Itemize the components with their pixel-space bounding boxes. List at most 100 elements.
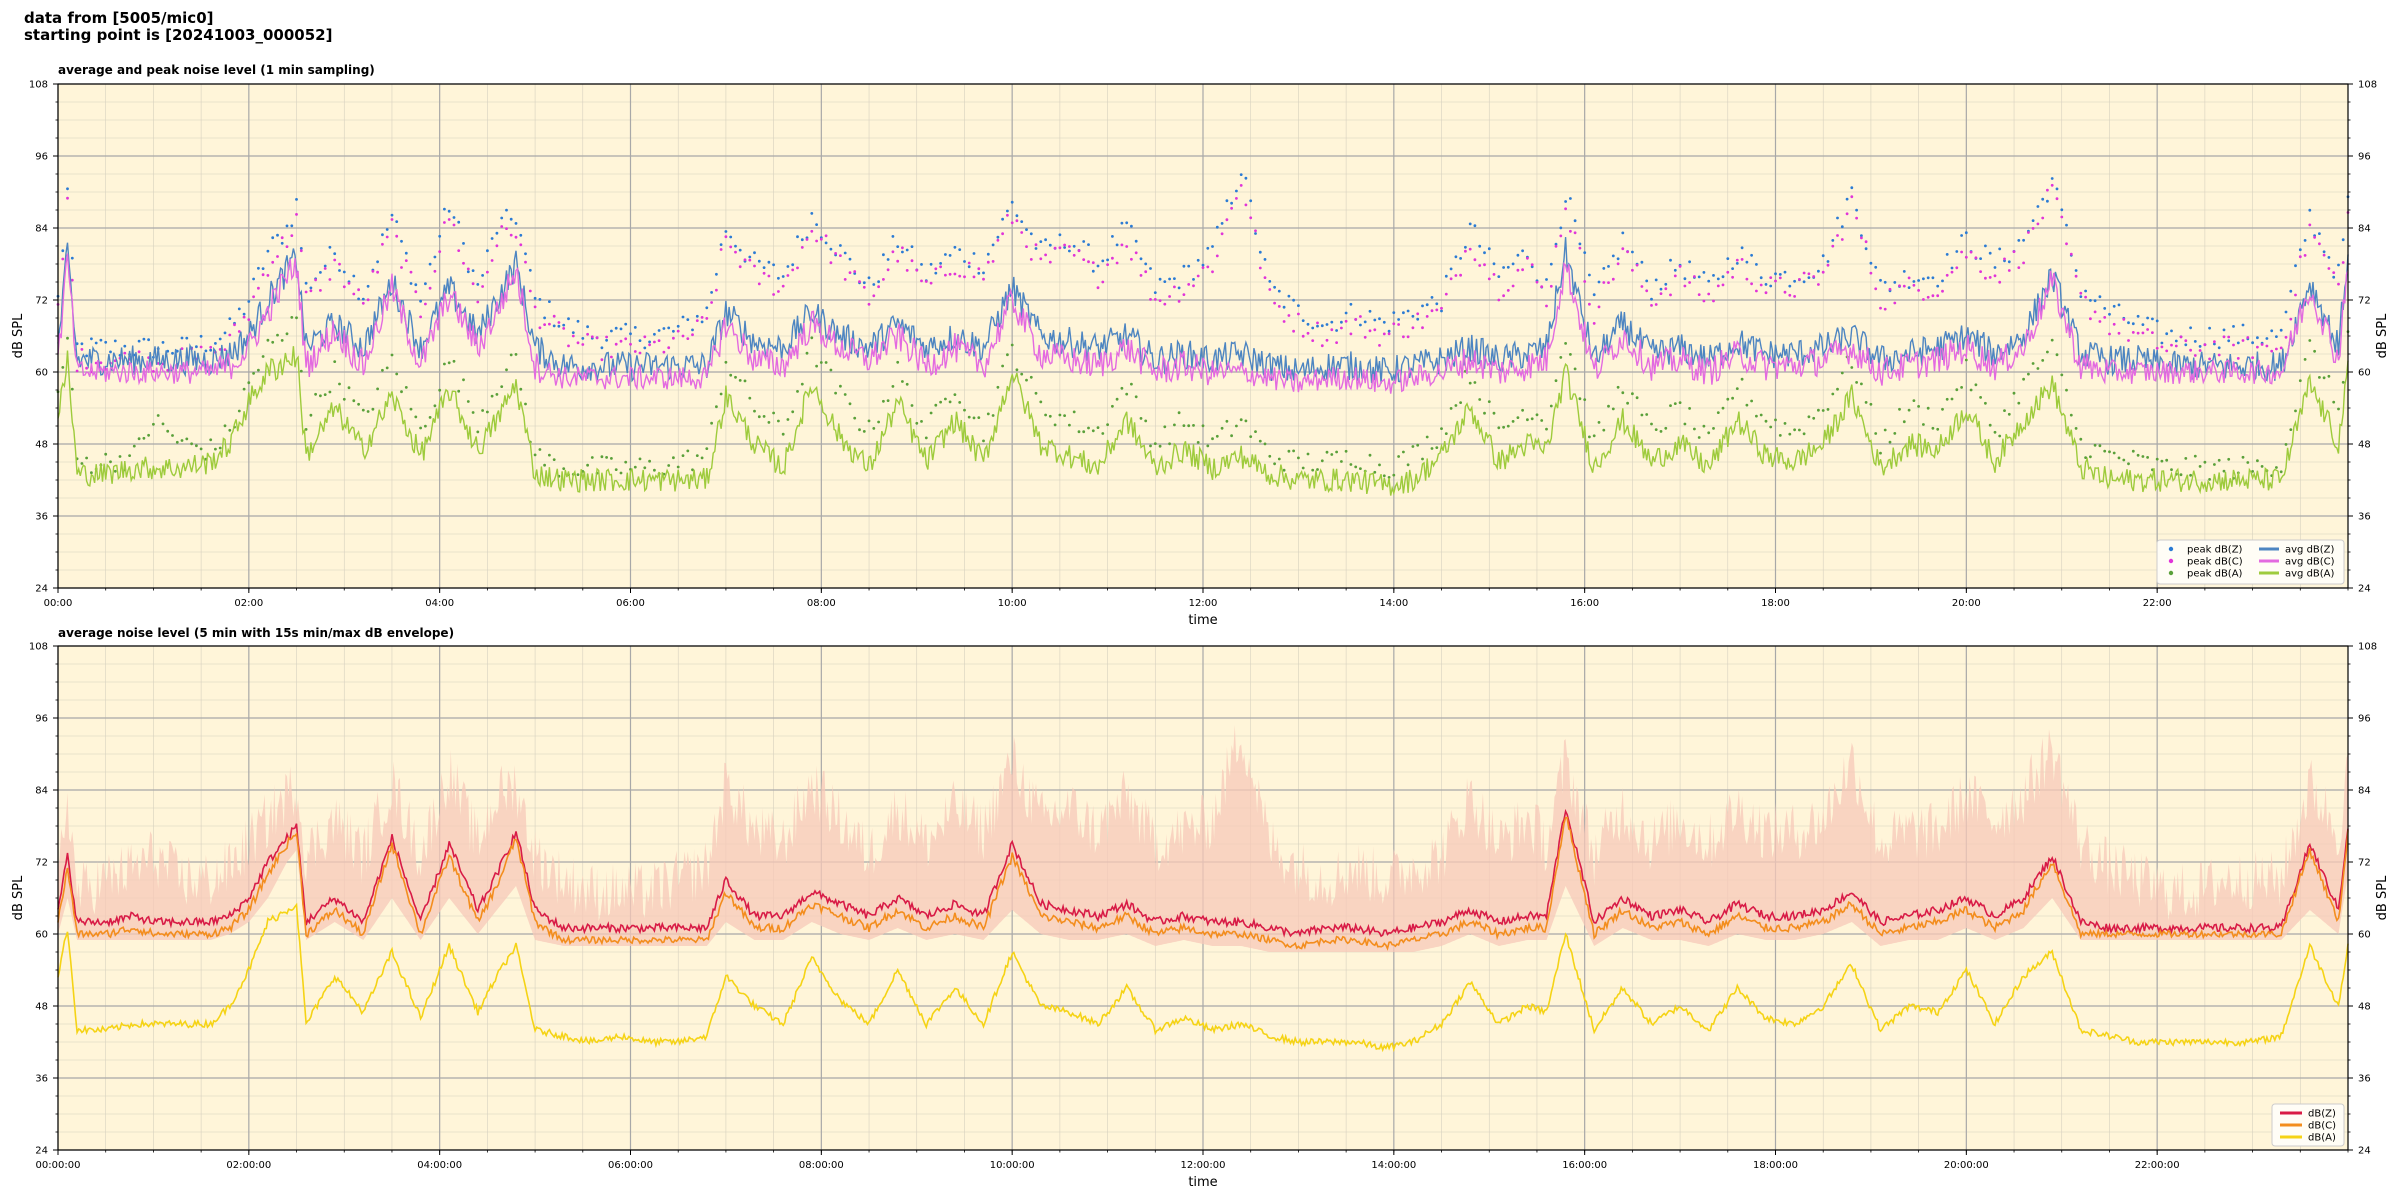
peak-point	[829, 247, 833, 251]
peak-point	[939, 265, 942, 269]
peak-point	[2203, 460, 2207, 464]
peak-point	[853, 272, 857, 275]
peak-point	[800, 238, 804, 242]
peak-point	[414, 290, 418, 294]
peak-point	[1688, 407, 1691, 410]
y-tick-label: 72	[35, 296, 48, 307]
peak-point	[1941, 279, 1944, 283]
peak-point	[2260, 343, 2264, 346]
y-tick-label: 96	[35, 714, 48, 725]
peak-point	[1072, 253, 1076, 257]
peak-point	[1769, 276, 1773, 279]
peak-point	[424, 424, 427, 428]
peak-point	[2232, 343, 2235, 347]
peak-point	[1602, 428, 1606, 432]
peak-point	[438, 388, 442, 392]
peak-point	[953, 272, 957, 276]
peak-point	[1731, 267, 1734, 270]
peak-point	[1440, 427, 1443, 430]
peak-point	[1964, 255, 1968, 259]
peak-point	[1387, 329, 1391, 333]
peak-point	[1640, 260, 1644, 264]
peak-point	[662, 350, 666, 354]
peak-point	[2112, 322, 2116, 326]
peak-point	[195, 345, 198, 349]
peak-point	[1516, 416, 1520, 419]
peak-point	[414, 283, 418, 287]
peak-point	[729, 373, 733, 377]
x-tick-label: 14:00:00	[1371, 1160, 1416, 1171]
peak-point	[748, 396, 752, 400]
peak-point	[2303, 254, 2307, 257]
peak-point	[1373, 328, 1377, 332]
peak-point	[977, 416, 981, 419]
peak-point	[2337, 282, 2340, 286]
peak-point	[552, 458, 556, 461]
series-line-avg-db-z-	[57, 237, 2349, 384]
peak-point	[719, 392, 723, 396]
peak-point	[1421, 304, 1424, 308]
peak-point	[218, 446, 222, 450]
peak-point	[1597, 280, 1601, 284]
peak-point	[629, 332, 632, 336]
peak-point	[1545, 304, 1548, 308]
peak-point	[1468, 247, 1472, 251]
legend-label: avg dB(C)	[2285, 557, 2335, 568]
peak-point	[1225, 199, 1229, 203]
peak-point	[1449, 407, 1453, 410]
peak-point	[2108, 332, 2111, 336]
peak-point	[1912, 399, 1916, 402]
peak-point	[581, 337, 585, 340]
peak-point	[1960, 250, 1963, 254]
peak-point	[2193, 354, 2197, 357]
peak-point	[1950, 266, 1954, 270]
peak-point	[2189, 348, 2193, 352]
peak-point	[2189, 326, 2193, 330]
peak-point	[1926, 276, 1930, 280]
peak-point	[686, 449, 690, 453]
peak-point	[1883, 280, 1887, 284]
peak-point	[1258, 439, 1262, 443]
peak-point	[1569, 197, 1572, 200]
peak-point	[509, 233, 513, 237]
peak-point	[1273, 462, 1276, 466]
peak-point	[1726, 397, 1730, 401]
peak-point	[1249, 216, 1253, 220]
peak-point	[2318, 376, 2321, 379]
peak-point	[982, 439, 985, 443]
peak-point	[1545, 427, 1548, 431]
peak-point	[1187, 424, 1191, 428]
peak-point	[85, 366, 88, 370]
peak-point	[1764, 291, 1768, 295]
peak-point	[1697, 275, 1701, 279]
peak-point	[581, 343, 585, 346]
peak-point	[1263, 442, 1267, 446]
peak-point	[1755, 289, 1758, 293]
peak-point	[1063, 246, 1066, 249]
peak-point	[1144, 270, 1148, 274]
peak-point	[490, 237, 494, 240]
peak-point	[772, 411, 775, 415]
peak-point	[257, 266, 260, 270]
peak-point	[390, 213, 394, 217]
peak-point	[2079, 437, 2083, 441]
peak-point	[1931, 294, 1935, 298]
peak-point	[1673, 268, 1677, 272]
peak-point	[1006, 209, 1009, 213]
peak-point	[1826, 263, 1830, 267]
peak-point	[1330, 453, 1334, 456]
peak-point	[2170, 343, 2173, 347]
peak-point	[1654, 278, 1658, 282]
peak-point	[1669, 258, 1672, 262]
x-tick-label: 00:00:00	[36, 1160, 81, 1171]
peak-point	[1626, 401, 1629, 405]
peak-point	[1335, 450, 1338, 454]
y-tick-label-right: 72	[2358, 858, 2371, 869]
peak-point	[1979, 257, 1982, 260]
peak-point	[924, 436, 928, 440]
peak-point	[2055, 353, 2059, 357]
peak-point	[2117, 456, 2121, 460]
page-header: data from [5005/mic0] starting point is …	[24, 10, 332, 44]
peak-point	[1569, 229, 1572, 233]
peak-point	[1235, 197, 1238, 200]
